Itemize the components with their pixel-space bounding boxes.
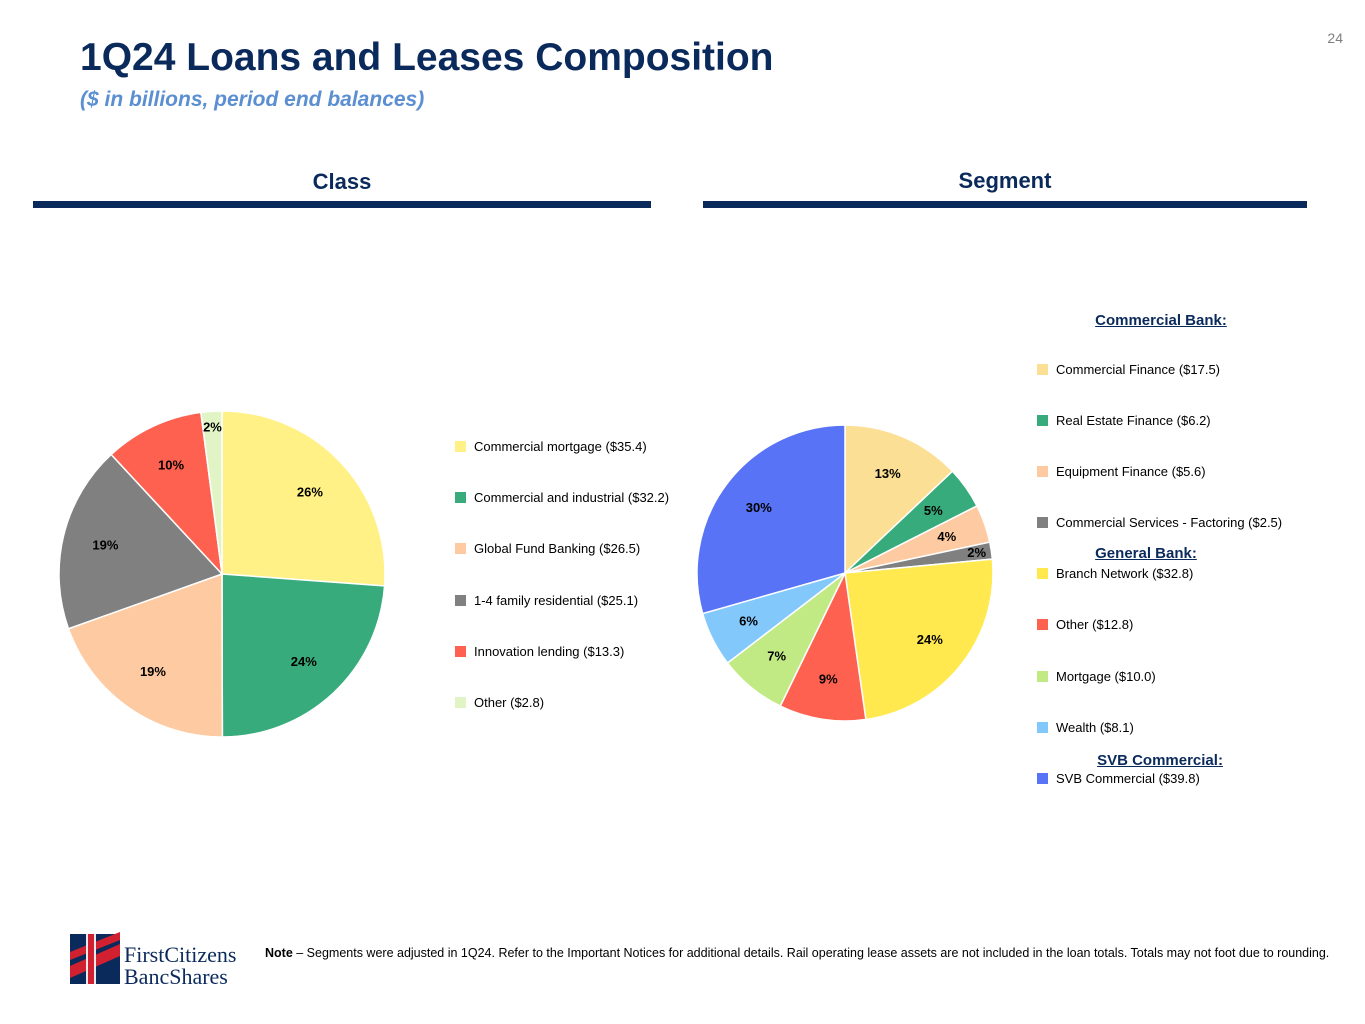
- legend-label: SVB Commercial ($39.8): [1056, 771, 1200, 786]
- legend-label: Equipment Finance ($5.6): [1056, 464, 1206, 479]
- class-slice-3: [58, 453, 224, 630]
- flag-icon: [70, 932, 120, 984]
- segment-slice-label-6: 7%: [767, 649, 786, 664]
- legend-label: Branch Network ($32.8): [1056, 566, 1194, 581]
- class-slice-label-4: 10%: [158, 457, 184, 472]
- legend-swatch: [1037, 722, 1048, 733]
- legend-swatch: [1037, 517, 1048, 528]
- legend-swatch: [1037, 364, 1048, 375]
- segment-legend-item: Real Estate Finance ($6.2): [1037, 413, 1211, 428]
- footnote-text: – Segments were adjusted in 1Q24. Refer …: [292, 946, 1330, 960]
- segment-slice-label-3: 2%: [967, 545, 986, 560]
- class-slice-4: [110, 411, 224, 577]
- segment-group-heading: Commercial Bank:: [1095, 312, 1227, 329]
- legend-label: Other ($2.8): [474, 695, 545, 710]
- class-slice-1: [221, 573, 386, 738]
- legend-label: Other ($12.8): [1056, 617, 1134, 632]
- class-legend-item: Commercial and industrial ($32.2): [455, 490, 669, 505]
- segment-legend-item: SVB Commercial ($39.8): [1037, 771, 1200, 786]
- legend-label: Real Estate Finance ($6.2): [1056, 413, 1211, 428]
- first-citizens-logo: FirstCitizens BancShares: [70, 932, 236, 989]
- segment-slice-label-4: 24%: [917, 632, 943, 647]
- class-section-rule: [33, 201, 651, 208]
- page-subtitle: ($ in billions, period end balances): [80, 88, 425, 111]
- legend-swatch: [1037, 619, 1048, 630]
- class-legend-item: 1-4 family residential ($25.1): [455, 593, 638, 608]
- legend-swatch: [455, 697, 466, 708]
- segment-slice-8: [696, 424, 846, 615]
- legend-label: Commercial and industrial ($32.2): [474, 490, 670, 506]
- segment-slice-0: [844, 424, 954, 575]
- page-title: 1Q24 Loans and Leases Composition: [80, 36, 774, 79]
- legend-swatch: [1037, 415, 1048, 426]
- legend-label: Commercial Finance ($17.5): [1056, 362, 1221, 377]
- class-legend-item: Global Fund Banking ($26.5): [455, 541, 640, 556]
- legend-swatch: [455, 492, 466, 504]
- segment-group-heading: SVB Commercial:: [1097, 752, 1223, 769]
- segment-slice-label-8: 30%: [746, 500, 772, 515]
- page-number: 24: [1327, 30, 1343, 46]
- segment-legend-item: Branch Network ($32.8): [1037, 566, 1193, 581]
- segment-section-heading: Segment: [958, 168, 1052, 193]
- class-pie-chart: 26% 24% 19% 19% 10% 2%: [58, 410, 386, 738]
- segment-slice-label-2: 4%: [937, 529, 956, 544]
- class-slice-0: [221, 410, 386, 587]
- legend-label: Commercial mortgage ($35.4): [474, 439, 647, 454]
- segment-slice-5: [779, 570, 867, 722]
- segment-slice-label-5: 9%: [819, 672, 838, 687]
- class-legend-item: Commercial mortgage ($35.4): [455, 439, 647, 454]
- segment-slice-4: [844, 558, 994, 721]
- class-slice-label-1: 24%: [291, 654, 317, 669]
- class-slice-label-5: 2%: [203, 420, 222, 435]
- legend-label: Global Fund Banking ($26.5): [474, 541, 641, 557]
- class-section-heading: Class: [312, 169, 372, 194]
- footnote-label: Note: [265, 946, 293, 960]
- segment-slice-label-1: 5%: [924, 503, 943, 518]
- segment-legend-item: Equipment Finance ($5.6): [1037, 464, 1206, 479]
- class-slice-label-2: 19%: [140, 664, 166, 679]
- class-slice-5: [200, 410, 223, 575]
- segment-slice-label-7: 6%: [739, 613, 758, 628]
- legend-label: Mortgage ($10.0): [1056, 669, 1156, 684]
- segment-legend-item: Commercial Finance ($17.5): [1037, 362, 1220, 377]
- logo-line-2: BancShares: [124, 964, 228, 989]
- legend-swatch: [1037, 671, 1048, 682]
- segment-legend-item: Other ($12.8): [1037, 617, 1133, 632]
- logo-line-1: FirstCitizens: [124, 942, 236, 967]
- class-slice-label-3: 19%: [92, 537, 118, 552]
- legend-swatch: [455, 594, 466, 606]
- legend-swatch: [1037, 773, 1048, 784]
- segment-slice-label-0: 13%: [875, 466, 901, 481]
- segment-group-heading: General Bank:: [1095, 545, 1197, 562]
- segment-pie-chart: 13% 5% 4% 2% 24% 9% 7% 6% 30%: [696, 424, 994, 722]
- class-slice-label-0: 26%: [297, 484, 323, 499]
- class-slice-2: [67, 572, 224, 738]
- legend-swatch: [455, 441, 466, 452]
- legend-swatch: [1037, 466, 1048, 477]
- segment-legend-item: Commercial Services - Factoring ($2.5): [1037, 515, 1282, 530]
- segment-section-rule: [703, 201, 1307, 208]
- legend-swatch: [1037, 568, 1048, 579]
- legend-label: Wealth ($8.1): [1056, 720, 1134, 735]
- legend-label: Commercial Services - Factoring ($2.5): [1056, 515, 1283, 530]
- class-legend-item: Innovation lending ($13.3): [455, 644, 624, 659]
- legend-swatch: [455, 543, 466, 555]
- legend-label: 1-4 family residential ($25.1): [474, 592, 639, 608]
- class-legend-item: Other ($2.8): [455, 695, 544, 710]
- segment-legend-item: Mortgage ($10.0): [1037, 669, 1156, 684]
- footnote: Note – Segments were adjusted in 1Q24. R…: [265, 946, 1330, 961]
- legend-label: Innovation lending ($13.3): [474, 643, 625, 659]
- segment-legend-item: Wealth ($8.1): [1037, 720, 1134, 735]
- legend-swatch: [455, 645, 466, 657]
